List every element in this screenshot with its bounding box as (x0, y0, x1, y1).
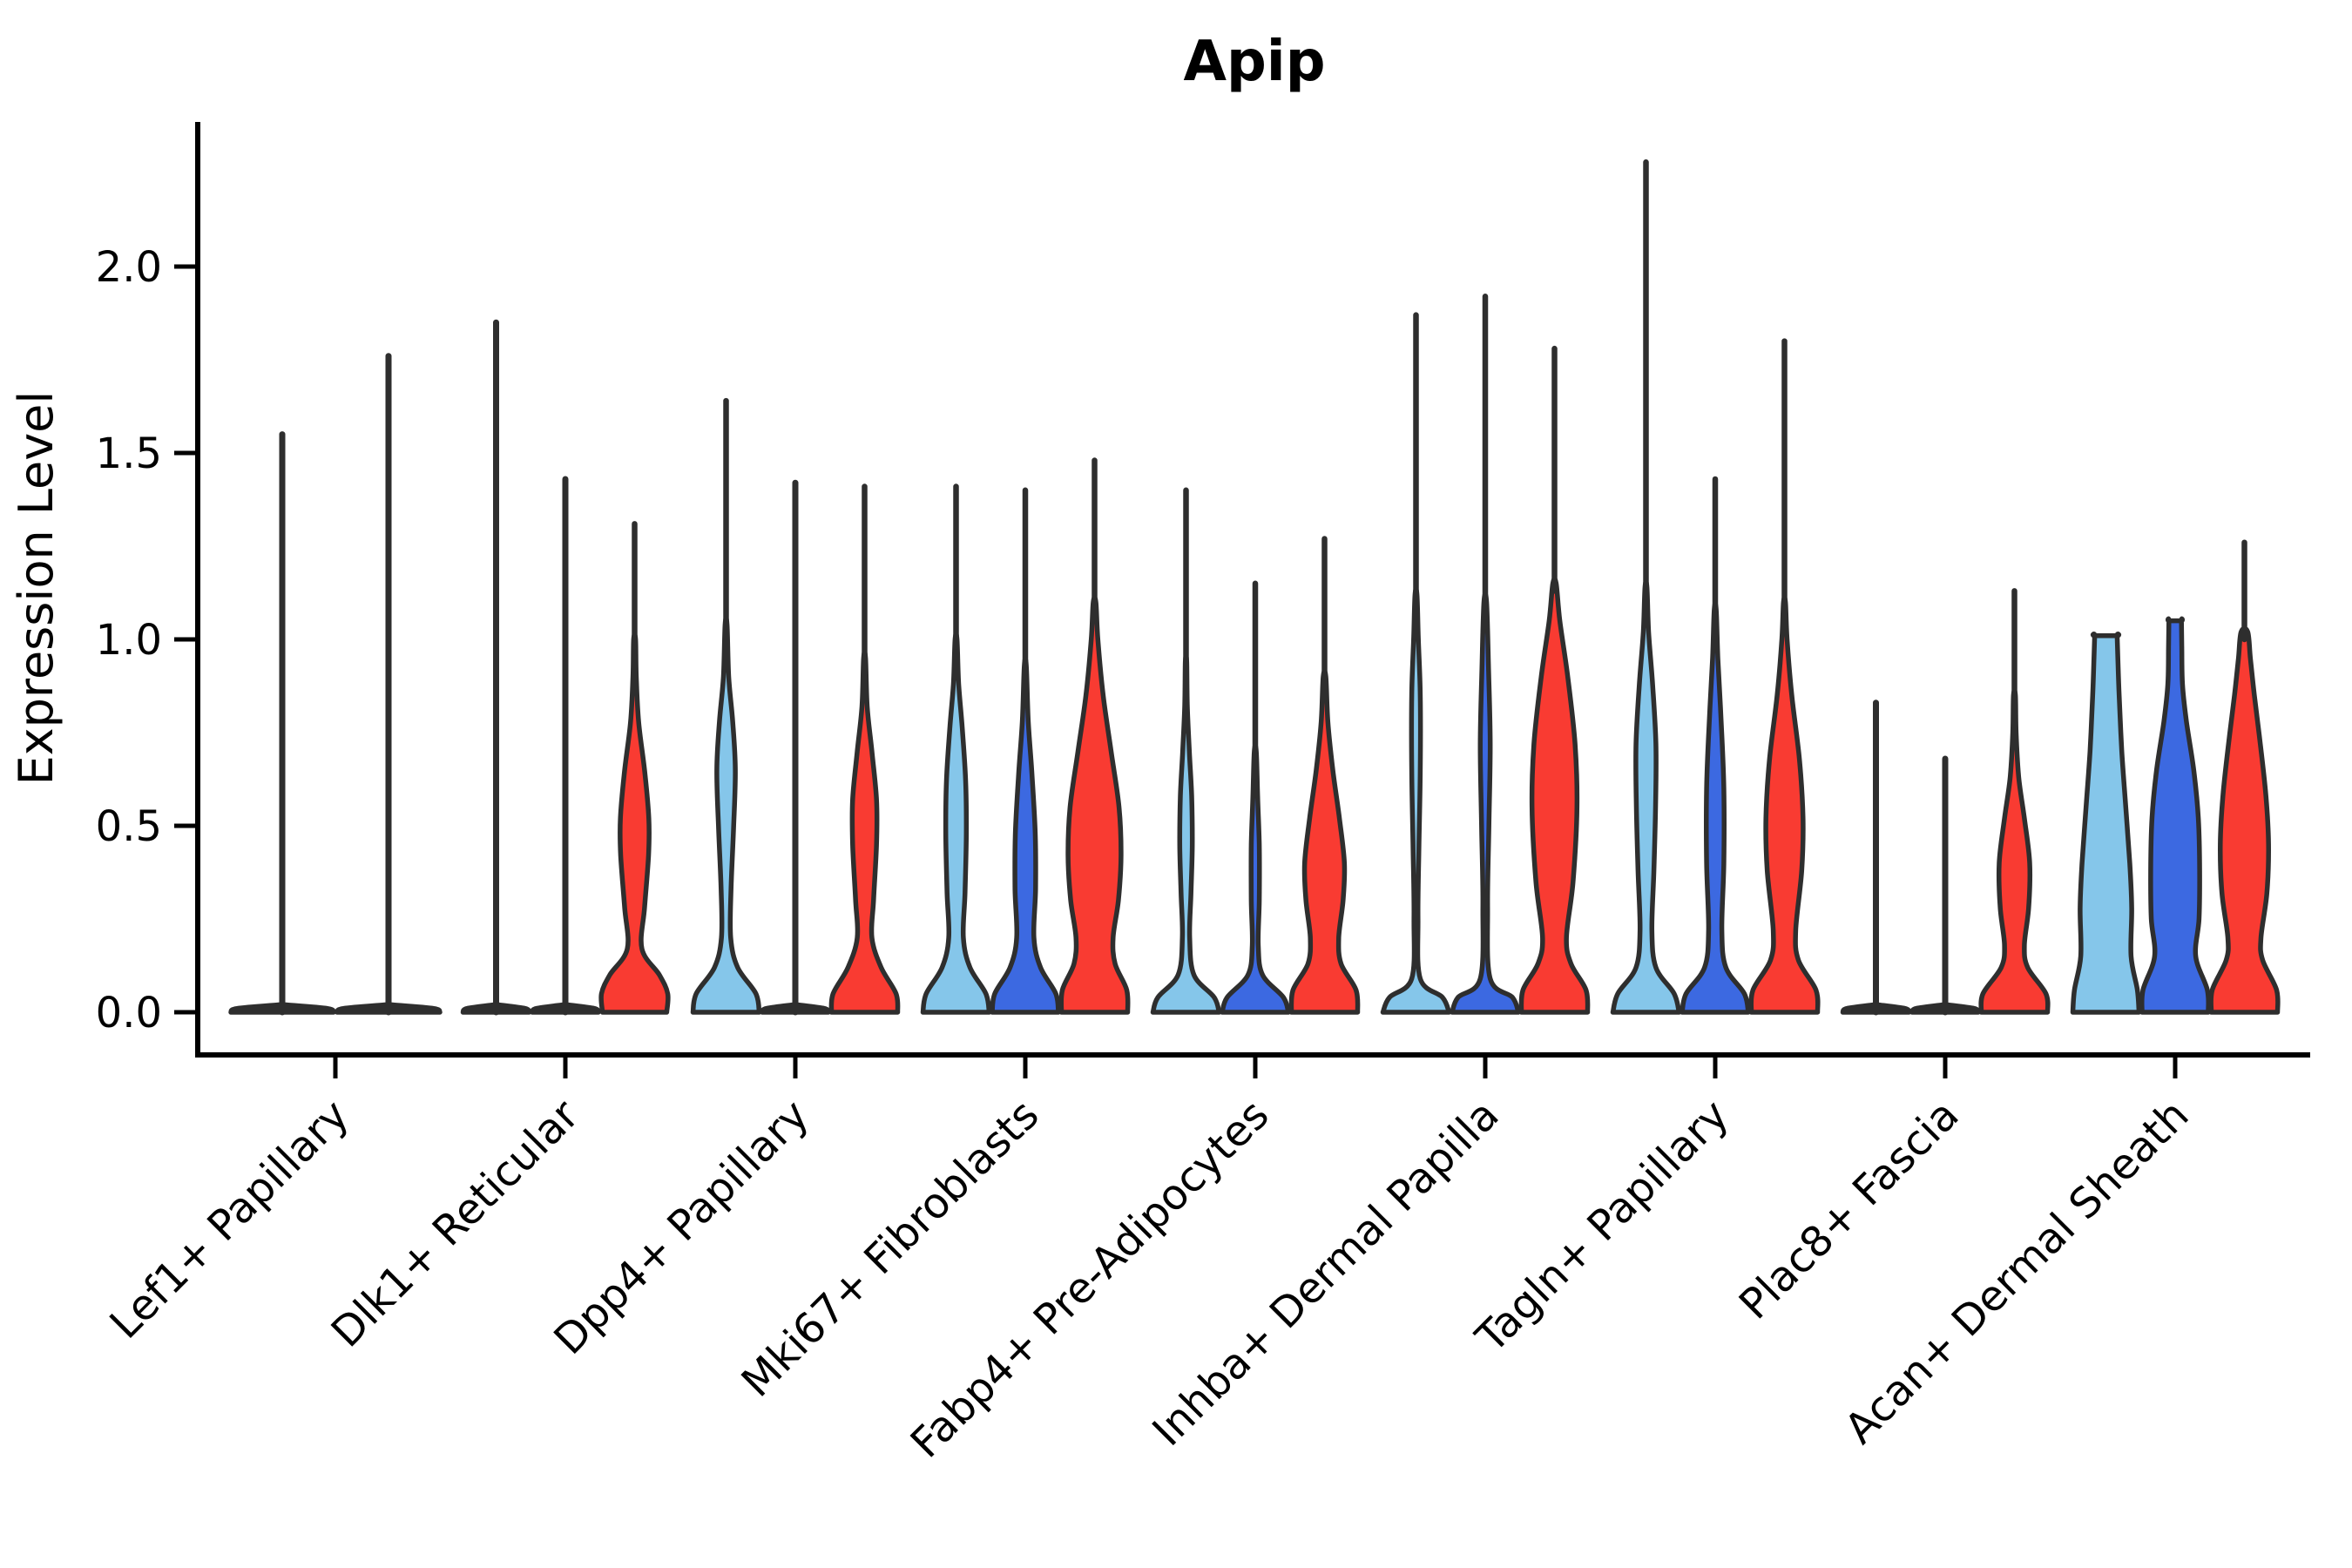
violins-layer (228, 159, 2281, 1016)
violin-4-0 (1150, 653, 1222, 1015)
y-axis-label: Expression Level (9, 391, 64, 786)
violin-5-2 (1518, 576, 1591, 1015)
violin-6-0 (1610, 578, 1682, 1015)
violin-3-1 (990, 656, 1061, 1015)
y-tick-label: 1.0 (96, 616, 162, 665)
y-tick-label: 2.0 (96, 243, 162, 292)
violin-8-1 (2139, 616, 2212, 1015)
violin-3-2 (1058, 595, 1131, 1015)
violin-2-2 (828, 649, 901, 1015)
x-tick-label: Tagln+ Papillary (1466, 1091, 1738, 1362)
violin-3-0 (920, 631, 992, 1015)
x-tick-label: Plac8+ Fascia (1730, 1091, 1969, 1329)
violin-8-2 (2208, 625, 2281, 1015)
violin-5-0 (1380, 586, 1452, 1015)
violin-6-2 (1748, 595, 1821, 1015)
x-tick-label: Dlk1+ Reticular (322, 1091, 589, 1357)
y-tick-label: 1.5 (96, 429, 162, 478)
plot-title: Apip (1183, 30, 1325, 94)
y-tick-label: 0.5 (96, 802, 162, 851)
violin-7-2 (1978, 688, 2051, 1015)
violin-5-1 (1450, 591, 1521, 1015)
violin-2-0 (690, 615, 762, 1015)
violin-8-0 (2070, 632, 2142, 1015)
violin-4-2 (1288, 668, 1361, 1015)
violin-4-1 (1220, 743, 1291, 1015)
y-tick-label: 0.0 (96, 989, 162, 1037)
violin-6-1 (1680, 601, 1751, 1015)
x-tick-label: Lef1+ Papillary (101, 1091, 359, 1348)
violin-1-2 (598, 632, 671, 1015)
x-tick-label: Dpp4+ Papillary (544, 1091, 818, 1364)
